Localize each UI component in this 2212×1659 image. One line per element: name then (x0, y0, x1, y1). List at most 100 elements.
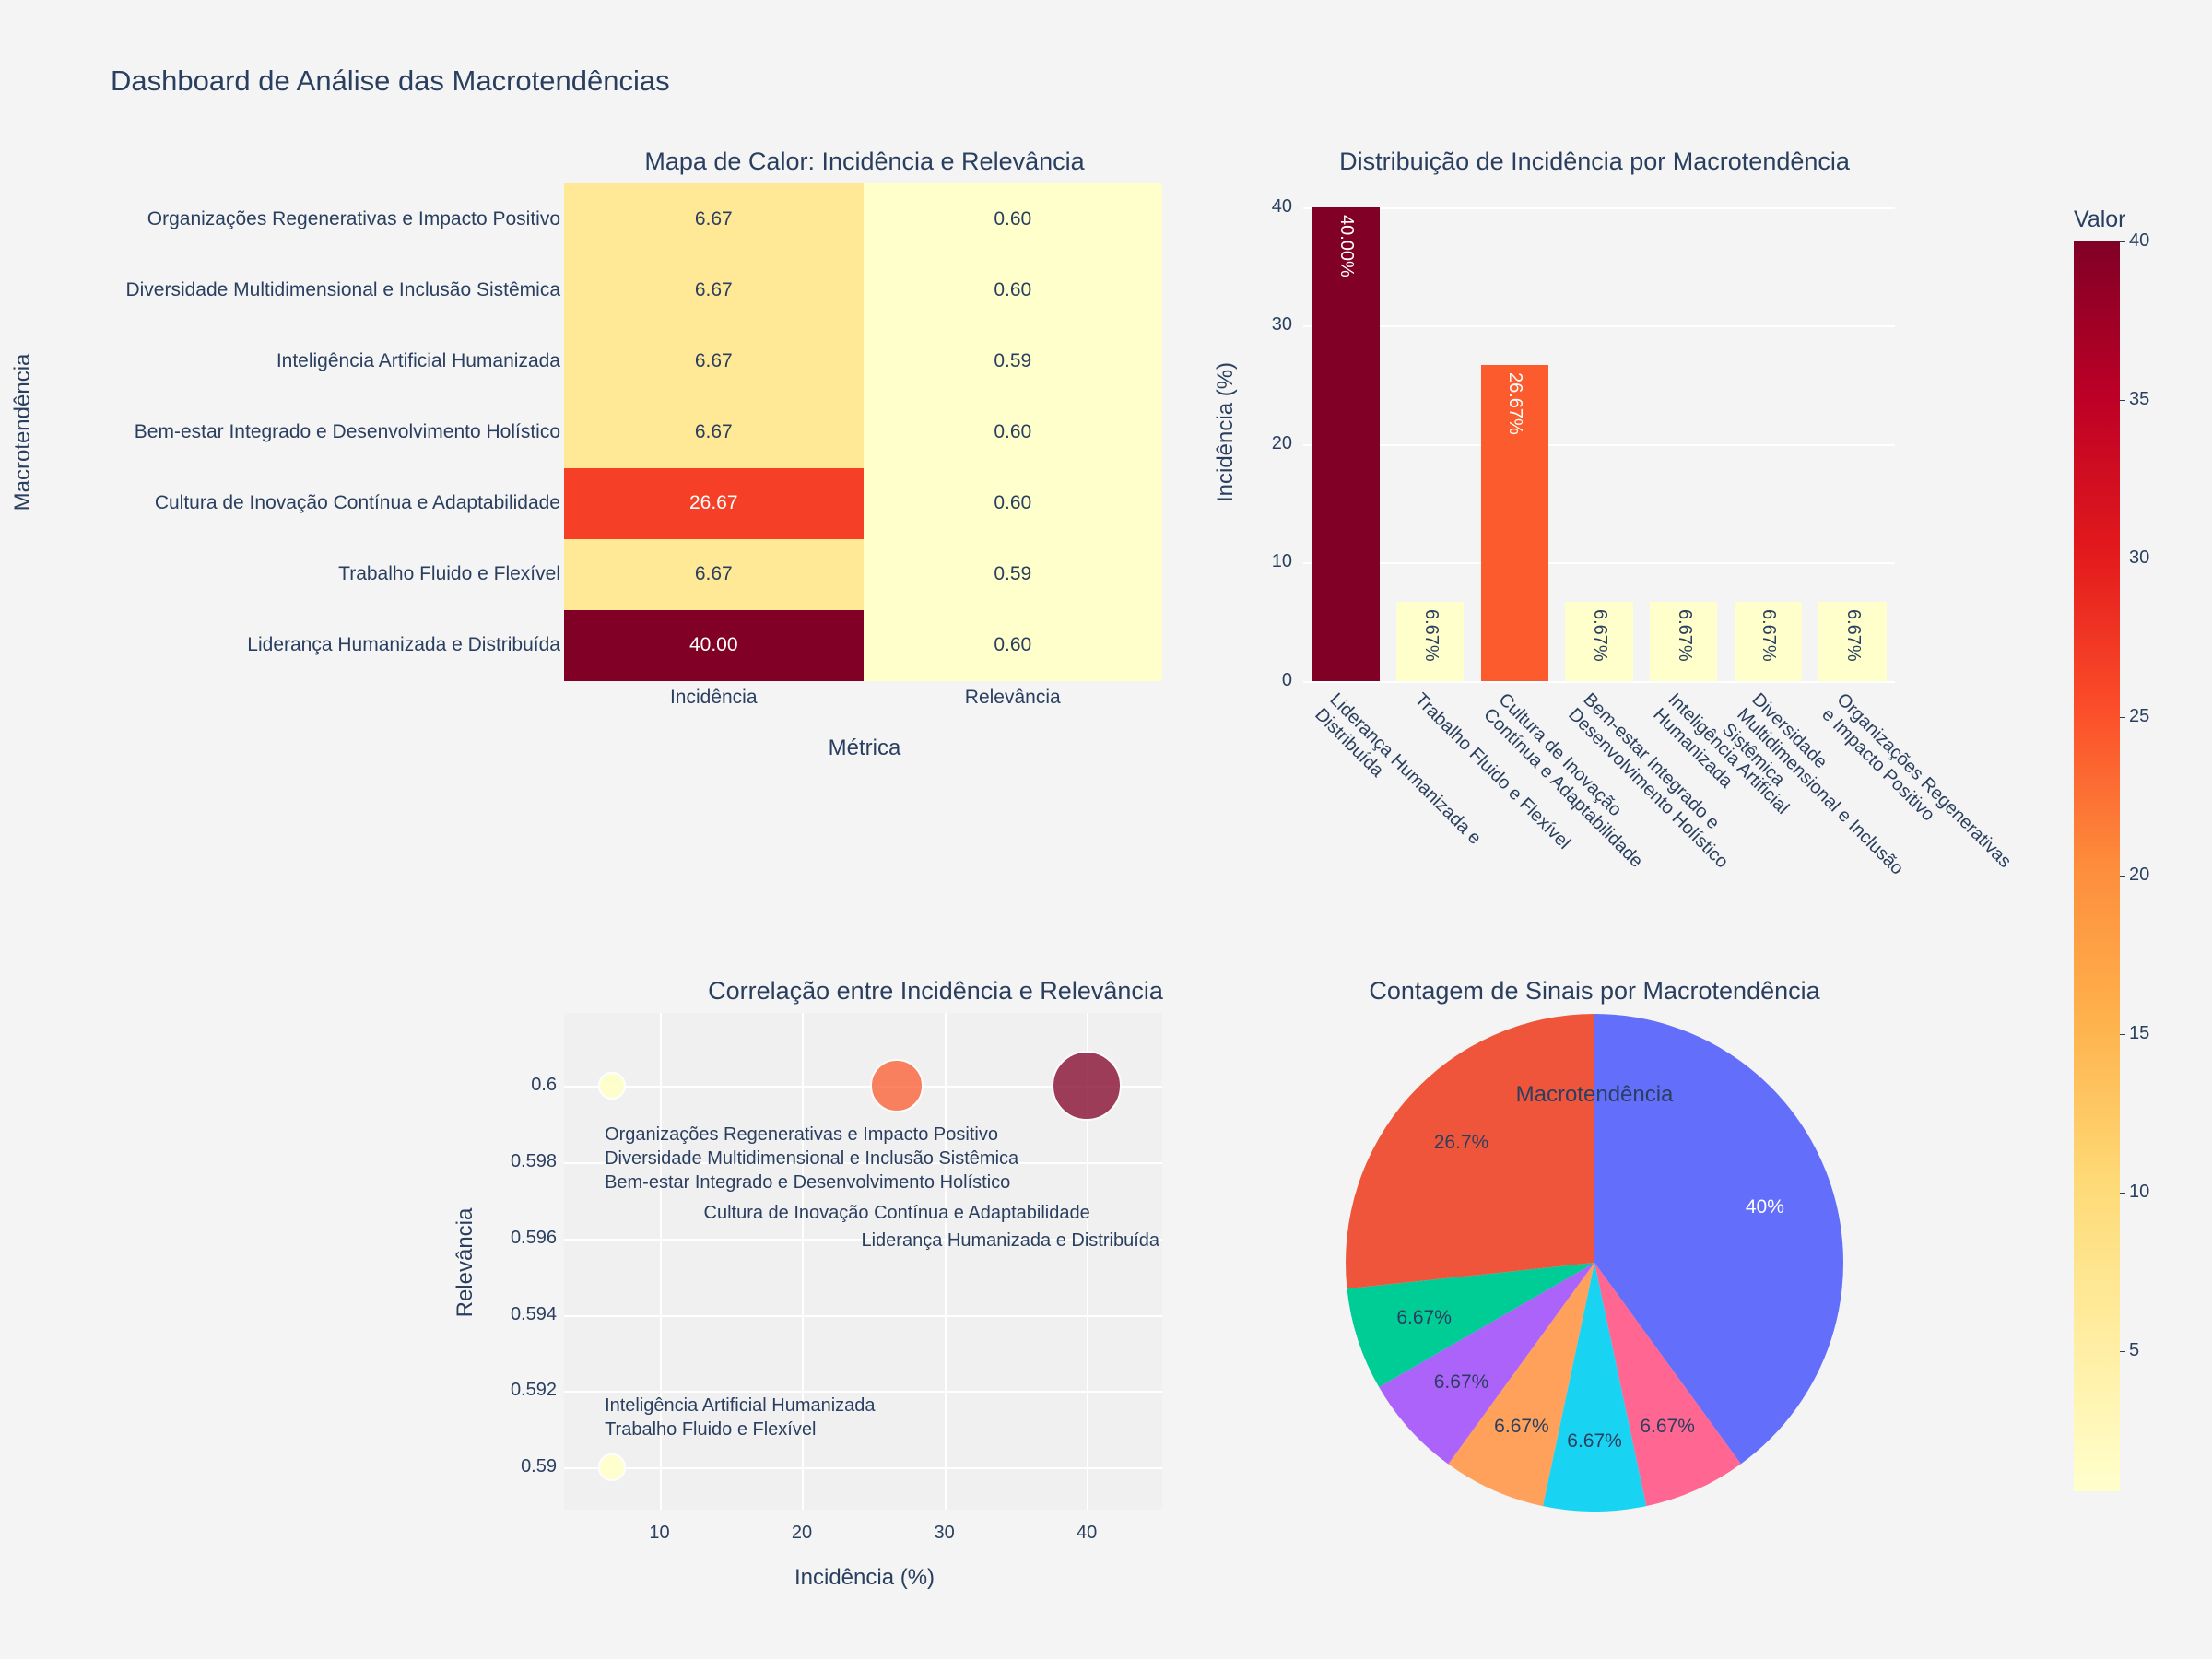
heatmap-cell: 0.60 (863, 467, 1162, 539)
scatter-point-label: Bem-estar Integrado e Desenvolvimento Ho… (605, 1172, 1011, 1193)
bar-gridline (1303, 443, 1895, 446)
scatter-y-tick: 0.594 (510, 1303, 557, 1324)
heatmap-x-label: Incidência (669, 687, 758, 708)
colorbar-tick-label: 40 (2129, 230, 2150, 251)
bar: 6.67% (1818, 602, 1887, 681)
scatter-y-tick: 0.596 (510, 1227, 557, 1248)
scatter-y-tick: 0.592 (510, 1380, 557, 1401)
bar-data-label: 40.00% (1335, 214, 1357, 277)
scatter-x-tick: 40 (1076, 1523, 1098, 1543)
bar-gridline (1303, 206, 1895, 209)
pie-slice (1347, 1263, 1594, 1387)
scatter-y-gridline (564, 1161, 1162, 1164)
scatter-y-tick: 0.598 (510, 1150, 557, 1171)
pie-slice-label: 40% (1745, 1195, 1784, 1218)
bar-title: Distribuição de Incidência por Macrotend… (1339, 147, 1850, 175)
scatter-x-gridline (1087, 1013, 1089, 1510)
heatmap-cell-value: 6.67 (694, 278, 733, 300)
colorbar-tick-mark (2120, 1034, 2125, 1036)
bar-gridline (1303, 681, 1895, 683)
heatmap-y-label: Liderança Humanizada e Distribuída (247, 634, 560, 656)
bar: 26.67% (1480, 365, 1548, 681)
pie-slice-label: 26.7% (1433, 1131, 1489, 1153)
colorbar-tick-mark (2120, 400, 2125, 402)
heatmap-y-label: Cultura de Inovação Contínua e Adaptabil… (154, 492, 560, 514)
colorbar-tick-label: 15 (2129, 1023, 2150, 1044)
heatmap-y-label: Organizações Regenerativas e Impacto Pos… (147, 207, 560, 229)
heatmap-cell: 6.67 (564, 254, 864, 326)
heatmap-cell: 0.60 (863, 254, 1162, 326)
heatmap-y-title: Macrotendência (10, 353, 35, 512)
heatmap-cell-value: 40.00 (688, 634, 738, 656)
scatter-x-title: Incidência (%) (794, 1565, 935, 1590)
heatmap-cell: 6.67 (564, 325, 864, 397)
bar: 6.67% (1565, 602, 1633, 681)
scatter-y-tick: 0.59 (521, 1456, 557, 1477)
bar-plot: 40.00% 6.67% 26.67% 6.67% 6.67% 6.67% 6.67% (1303, 183, 1895, 683)
bar-gridline (1303, 325, 1895, 328)
colorbar-tick-mark (2120, 717, 2125, 719)
scatter-plot (564, 1013, 1162, 1510)
heatmap-x-label: Relevância (964, 687, 1061, 708)
pie-slice-label: 6.67% (1494, 1415, 1549, 1437)
heatmap-cell: 0.59 (863, 538, 1162, 610)
heatmap-cell-value: 0.59 (994, 349, 1032, 371)
scatter-x-gridline (659, 1013, 662, 1510)
bar-y-tick: 0 (1281, 670, 1292, 690)
scatter-point (598, 1453, 627, 1482)
scatter-y-gridline (564, 1391, 1162, 1394)
scatter-point-label: Cultura de Inovação Contínua e Adaptabil… (703, 1203, 1090, 1223)
bar-gridline (1303, 562, 1895, 565)
bar: 6.67% (1395, 602, 1465, 681)
pie-slice-label: 6.67% (1567, 1430, 1622, 1453)
colorbar-title: Valor (2074, 206, 2126, 232)
pie-slice (1594, 1263, 1741, 1507)
bar-y-title: Incidência (%) (1213, 361, 1238, 503)
bar: 6.67% (1734, 602, 1803, 681)
pie-title: Contagem de Sinais por Macrotendência (1369, 977, 1820, 1005)
scatter-point-label: Liderança Humanizada e Distribuída (861, 1230, 1159, 1251)
heatmap-cell: 0.60 (863, 396, 1162, 468)
heatmap-y-label: Diversidade Multidimensional e Inclusão … (125, 278, 560, 300)
heatmap-cell-value: 0.60 (994, 278, 1032, 300)
heatmap-cell-value: 0.60 (994, 634, 1032, 656)
pie-slice (1379, 1263, 1594, 1465)
scatter-y-gridline (564, 1238, 1162, 1241)
heatmap-cell: 6.67 (564, 183, 864, 255)
scatter-y-gridline (564, 1085, 1162, 1088)
colorbar-tick-mark (2120, 1193, 2125, 1194)
pie-slice-label: 6.67% (1396, 1307, 1452, 1329)
heatmap-cell: 0.60 (863, 183, 1162, 255)
bar-y-tick: 20 (1271, 432, 1292, 453)
scatter-x-tick: 20 (791, 1523, 813, 1543)
pie-slice-label: 6.67% (1433, 1371, 1489, 1394)
bar-y-tick: 10 (1271, 551, 1292, 572)
heatmap-cell-value: 0.60 (994, 207, 1032, 229)
heatmap-cell: 6.67 (564, 396, 864, 468)
scatter-point-label: Diversidade Multidimensional e Inclusão … (605, 1148, 1019, 1169)
heatmap-cell-value: 26.67 (688, 492, 738, 514)
heatmap-cell: 26.67 (564, 467, 864, 539)
heatmap-x-title: Métrica (828, 735, 901, 760)
pie-slice (1542, 1263, 1647, 1512)
colorbar-tick-label: 20 (2129, 865, 2150, 886)
bar-data-label: 6.67% (1589, 609, 1610, 662)
scatter-y-gridline (564, 1314, 1162, 1317)
page-title: Dashboard de Análise das Macrotendências (111, 65, 670, 97)
heatmap-y-label: Bem-estar Integrado e Desenvolvimento Ho… (134, 421, 560, 442)
heatmap-cell-value: 0.60 (994, 492, 1032, 514)
pie-slice-label: 6.67% (1640, 1415, 1695, 1437)
heatmap-cell-value: 6.67 (694, 420, 733, 442)
bar-data-label: 26.67% (1505, 372, 1526, 435)
scatter-y-title: Relevância (453, 1207, 477, 1318)
scatter-point-label: Inteligência Artificial Humanizada (605, 1395, 876, 1416)
bar-data-label: 6.67% (1843, 609, 1865, 662)
colorbar-tick-mark (2120, 876, 2125, 877)
colorbar-tick-mark (2120, 241, 2125, 242)
scatter-x-gridline (944, 1013, 947, 1510)
scatter-point (870, 1058, 924, 1112)
heatmap-cell: 0.59 (863, 325, 1162, 397)
colorbar-tick-mark (2120, 1351, 2125, 1353)
scatter-x-tick: 30 (934, 1523, 955, 1543)
heatmap-y-label: Trabalho Fluido e Flexível (338, 563, 560, 585)
